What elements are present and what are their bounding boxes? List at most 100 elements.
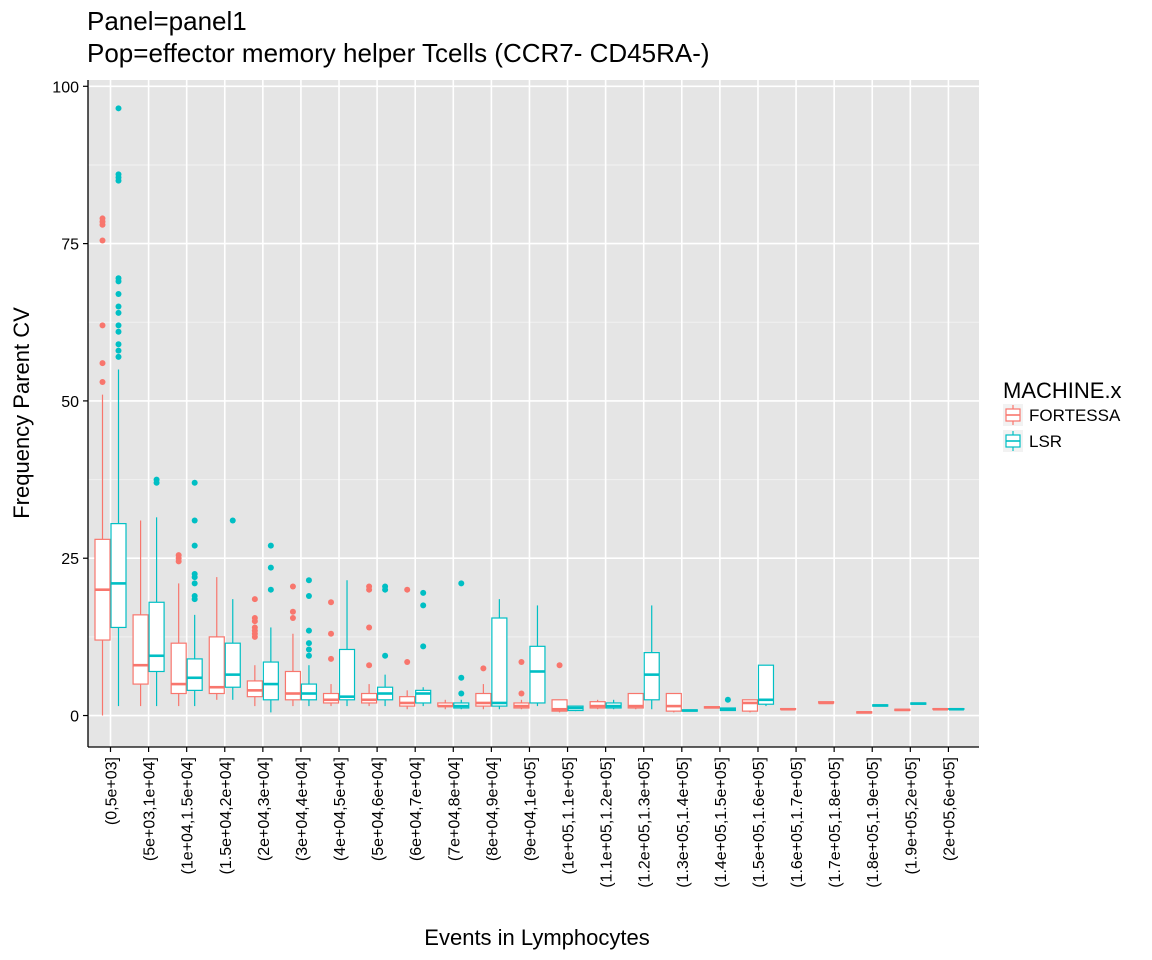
outlier-point bbox=[115, 290, 122, 297]
x-tick-label: (1.7e+05,1.8e+05] bbox=[827, 757, 844, 888]
box-body bbox=[491, 617, 508, 707]
box-body bbox=[148, 601, 165, 673]
outlier-point bbox=[229, 517, 236, 524]
outlier-point bbox=[115, 322, 122, 329]
x-tick-label: (1e+04,1.5e+04] bbox=[180, 757, 197, 874]
outlier-point bbox=[458, 580, 465, 587]
box-body bbox=[132, 614, 149, 685]
outlier-point bbox=[251, 615, 258, 622]
box-fortessa bbox=[475, 665, 492, 710]
outlier-point bbox=[267, 586, 274, 593]
x-tick-label: (1.5e+04,2e+04] bbox=[218, 757, 235, 874]
x-tick-label: (4e+04,5e+04] bbox=[332, 757, 349, 861]
box-fortessa bbox=[589, 699, 606, 710]
box-fortessa bbox=[551, 662, 568, 713]
outlier-point bbox=[99, 379, 106, 386]
outlier-point bbox=[191, 517, 198, 524]
box-body bbox=[262, 661, 279, 701]
outlier-point bbox=[420, 589, 427, 596]
chart-title-line2: Pop=effector memory helper Tcells (CCR7-… bbox=[87, 38, 710, 68]
chart-title-line1: Panel=panel1 bbox=[87, 6, 247, 36]
outlier-point bbox=[153, 476, 160, 483]
box-body bbox=[300, 683, 318, 701]
outlier-point bbox=[115, 275, 122, 282]
outlier-point bbox=[115, 341, 122, 348]
x-tick-label: (1.3e+05,1.4e+05] bbox=[675, 757, 692, 888]
outlier-point bbox=[267, 564, 274, 571]
x-tick-label: (1.9e+05,2e+05] bbox=[903, 757, 920, 874]
x-tick-label: (5e+04,6e+04] bbox=[370, 757, 387, 861]
box-body bbox=[186, 658, 203, 691]
y-tick-label: 50 bbox=[61, 394, 79, 411]
outlier-point bbox=[251, 596, 258, 603]
box-fortessa bbox=[703, 706, 720, 709]
outlier-point bbox=[366, 583, 373, 590]
outlier-point bbox=[115, 171, 122, 178]
outlier-point bbox=[289, 608, 296, 615]
outlier-point bbox=[99, 237, 106, 244]
x-tick-label: (8e+04,9e+04] bbox=[484, 757, 501, 861]
outlier-point bbox=[115, 105, 122, 112]
box-fortessa bbox=[284, 583, 302, 707]
outlier-point bbox=[556, 662, 563, 669]
outlier-point bbox=[724, 696, 731, 703]
legend-item-lsr: LSR bbox=[1003, 430, 1062, 452]
outlier-point bbox=[518, 690, 525, 697]
outlier-point bbox=[115, 309, 122, 316]
outlier-point bbox=[305, 640, 312, 647]
x-tick-label: (6e+04,7e+04] bbox=[408, 757, 425, 861]
outlier-point bbox=[175, 552, 182, 559]
box-lsr bbox=[567, 705, 584, 712]
box-lsr bbox=[757, 664, 775, 707]
outlier-point bbox=[191, 570, 198, 577]
box-body bbox=[627, 692, 644, 709]
x-tick-label: (1.5e+05,1.6e+05] bbox=[751, 757, 768, 888]
box-lsr bbox=[224, 517, 241, 700]
boxes-layer bbox=[94, 105, 965, 716]
y-tick-labels: 0 25 50 75 100 bbox=[52, 79, 88, 726]
box-lsr bbox=[491, 599, 508, 710]
outlier-point bbox=[289, 615, 296, 622]
outlier-point bbox=[366, 624, 373, 631]
outlier-point bbox=[115, 353, 122, 360]
x-tick-label: (5e+03,1e+04] bbox=[142, 757, 159, 861]
outlier-point bbox=[366, 662, 373, 669]
x-tick-label: (7e+04,8e+04] bbox=[446, 757, 463, 861]
outlier-point bbox=[99, 360, 106, 367]
outlier-point bbox=[191, 580, 198, 587]
box-body bbox=[110, 523, 127, 629]
box-fortessa bbox=[132, 520, 149, 707]
box-body bbox=[741, 699, 759, 712]
legend-label: FORTESSA bbox=[1029, 406, 1121, 425]
box-fortessa bbox=[513, 659, 530, 710]
outlier-point bbox=[458, 690, 465, 697]
legend-title: MACHINE.x bbox=[1003, 378, 1122, 403]
box-lsr bbox=[643, 605, 660, 710]
box-fortessa bbox=[856, 711, 873, 714]
box-lsr bbox=[910, 702, 927, 705]
outlier-point bbox=[382, 652, 389, 659]
outlier-point bbox=[328, 599, 335, 606]
box-fortessa bbox=[94, 215, 111, 716]
outlier-point bbox=[267, 542, 274, 549]
outlier-point bbox=[480, 665, 487, 672]
box-fortessa bbox=[208, 577, 225, 700]
outlier-point bbox=[404, 586, 411, 593]
x-tick-label: (3e+04,4e+04] bbox=[294, 757, 311, 861]
y-tick-label: 0 bbox=[70, 709, 79, 726]
box-lsr bbox=[948, 707, 965, 711]
box-lsr bbox=[110, 105, 127, 707]
x-tick-label: (1.1e+05,1.2e+05] bbox=[599, 757, 616, 888]
box-lsr bbox=[338, 580, 356, 707]
box-body bbox=[208, 636, 225, 695]
box-body bbox=[170, 642, 187, 695]
box-lsr bbox=[681, 709, 698, 712]
outlier-point bbox=[99, 215, 106, 222]
outlier-point bbox=[328, 630, 335, 637]
outlier-point bbox=[115, 347, 122, 354]
outlier-point bbox=[115, 303, 122, 310]
box-fortessa bbox=[437, 699, 454, 710]
box-lsr bbox=[300, 577, 318, 707]
box-fortessa bbox=[170, 552, 187, 707]
box-body bbox=[284, 670, 302, 701]
